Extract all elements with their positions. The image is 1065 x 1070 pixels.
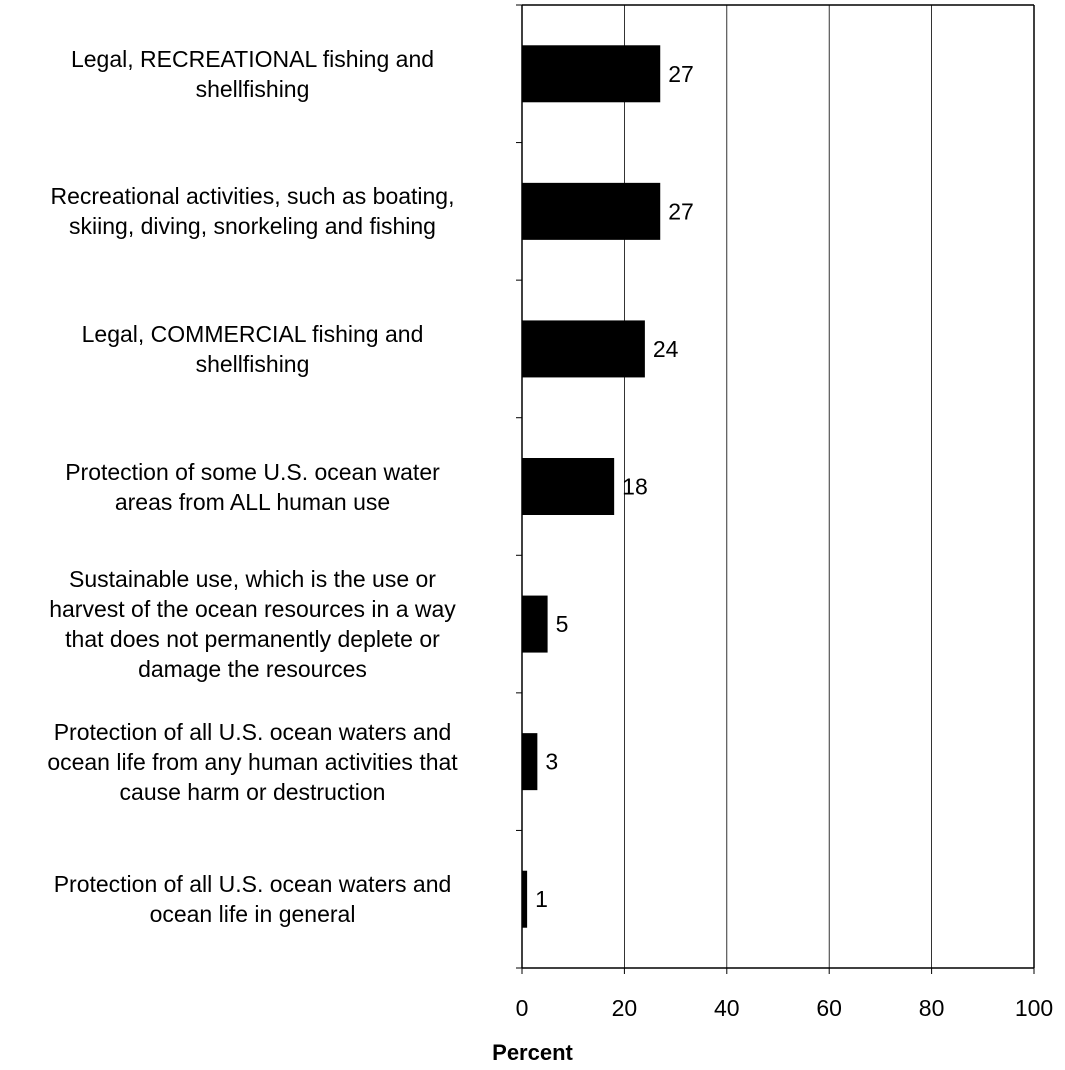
- category-label: Legal, COMMERCIAL fishing and shellfishin…: [0, 319, 505, 379]
- bar: [522, 595, 548, 653]
- bar: [522, 458, 615, 515]
- x-tick-label: 40: [714, 995, 740, 1021]
- category-label: Sustainable use, which is the use or harv…: [0, 564, 505, 684]
- category-label-line: Protection of all U.S. ocean waters and: [53, 718, 452, 745]
- x-tick-label: 0: [516, 995, 529, 1021]
- category-label: Protection of all U.S. ocean waters and o…: [0, 717, 505, 807]
- category-label-line: Protection of some U.S. ocean water: [65, 458, 440, 485]
- category-label-line: Legal, RECREATIONAL fishing and: [70, 45, 435, 72]
- category-label-line: ocean life from any human activities tha…: [47, 748, 458, 775]
- data-label: 5: [556, 611, 569, 637]
- bar: [522, 733, 538, 791]
- x-tick-label: 20: [612, 995, 638, 1021]
- x-axis-label: Percent: [492, 1040, 573, 1065]
- category-label-line: Legal, COMMERCIAL fishing and: [81, 320, 424, 347]
- data-labels: 27 27 24 18 5 3 1: [535, 61, 694, 912]
- bar: [522, 870, 528, 928]
- category-label-line: harvest of the ocean resources in a way: [49, 596, 456, 623]
- category-label-line: Sustainable use, which is the use or: [69, 566, 436, 593]
- tick-labels: 0 20 40 60 80 100: [516, 995, 1054, 1021]
- category-label-line: areas from ALL human use: [114, 488, 391, 515]
- x-tick-label: 80: [919, 995, 945, 1021]
- bar: [522, 45, 661, 103]
- bar: [522, 320, 645, 378]
- data-label: 3: [545, 749, 558, 775]
- data-label: 18: [622, 474, 648, 500]
- x-tick-label: 100: [1015, 995, 1053, 1021]
- data-label: 24: [653, 336, 679, 362]
- category-label: Protection of some U.S. ocean water areas…: [0, 457, 505, 517]
- category-label-line: cause harm or destruction: [119, 778, 386, 805]
- category-label: Recreational activities, such as boating…: [0, 181, 505, 241]
- x-tick-label: 60: [816, 995, 842, 1021]
- category-label-line: ocean life in general: [149, 901, 356, 928]
- bar: [522, 182, 661, 240]
- category-label-line: damage the resources: [138, 656, 367, 683]
- category-label: Legal, RECREATIONAL fishing and shellfish…: [0, 44, 505, 104]
- category-label-line: Protection of all U.S. ocean waters and: [53, 871, 452, 898]
- bars: [522, 45, 661, 928]
- category-label: Protection of all U.S. ocean waters and o…: [0, 869, 505, 929]
- category-label-line: that does not permanently deplete or: [65, 626, 440, 653]
- data-label: 1: [535, 886, 548, 912]
- gridlines: [624, 5, 1035, 968]
- axes: [516, 4, 1035, 974]
- data-label: 27: [668, 61, 694, 87]
- category-label-line: skiing, diving, snorkeling and fishing: [69, 213, 436, 240]
- data-label: 27: [668, 198, 694, 224]
- category-label-line: shellfishing: [195, 350, 310, 377]
- category-label-line: shellfishing: [195, 75, 310, 102]
- category-label-line: Recreational activities, such as boating…: [50, 183, 455, 210]
